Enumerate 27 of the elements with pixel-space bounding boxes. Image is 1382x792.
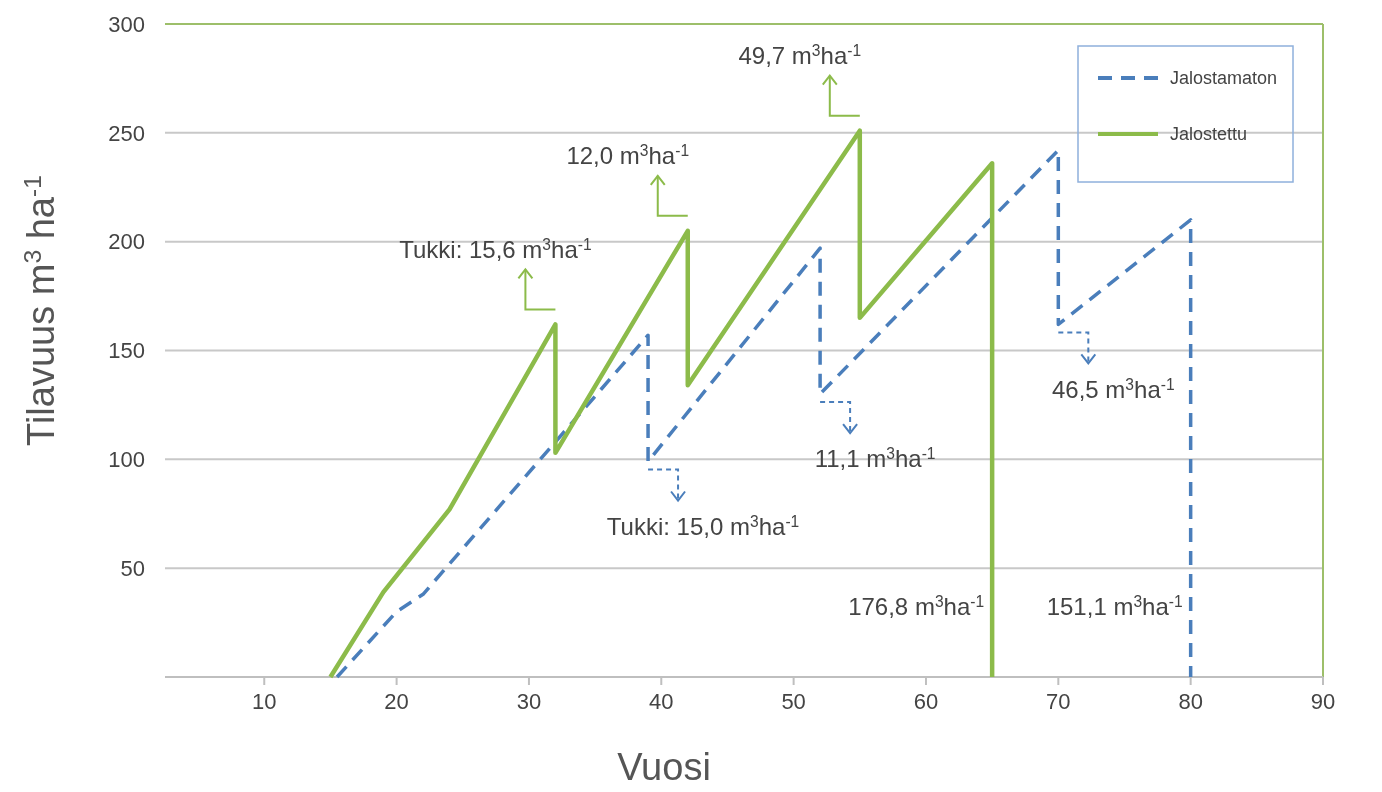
y-tick-label: 300 — [108, 11, 145, 37]
annotation: 11,1 m$^{3}$ha$^{-1}$ — [814, 444, 936, 473]
x-tick-label: 30 — [516, 689, 542, 714]
annotation: 46,5 m$^{3}$ha$^{-1}$ — [1051, 375, 1175, 403]
legend-label: Jalostettu — [1170, 124, 1248, 145]
x-tick-label: 60 — [913, 689, 939, 714]
annotation: 151,1 m$^{3}$ha$^{-1}$ — [1046, 592, 1183, 621]
y-tick-label: 50 — [120, 555, 145, 581]
x-tick-label: 40 — [649, 689, 674, 714]
x-tick-label: 80 — [1178, 689, 1203, 714]
y-tick-label: 250 — [108, 120, 145, 146]
annotation: 49,7 m$^{3}$ha$^{-1}$ — [738, 41, 862, 70]
annotation: Tukki: 15,0 m$^{3}$ha$^{-1}$ — [606, 512, 800, 540]
x-tick-label: 70 — [1046, 689, 1071, 714]
annotation: 12,0 m$^{3}$ha$^{-1}$ — [566, 141, 690, 170]
y-tick-label: 150 — [108, 338, 145, 364]
y-tick-label: 200 — [108, 229, 145, 255]
x-tick-label: 90 — [1310, 689, 1336, 714]
x-tick-label: 50 — [781, 689, 806, 714]
x-axis-title: Vuosi — [617, 746, 711, 788]
annotation: 176,8 m$^{3}$ha$^{-1}$ — [848, 592, 985, 621]
annotation: Tukki: 15,6 m$^{3}$ha$^{-1}$ — [399, 235, 592, 263]
legend-label: Jalostamaton — [1170, 68, 1278, 89]
x-tick-label: 10 — [252, 689, 277, 714]
line-series — [328, 128, 995, 680]
x-tick-label: 20 — [384, 689, 409, 714]
y-tick-label: 100 — [108, 447, 145, 473]
